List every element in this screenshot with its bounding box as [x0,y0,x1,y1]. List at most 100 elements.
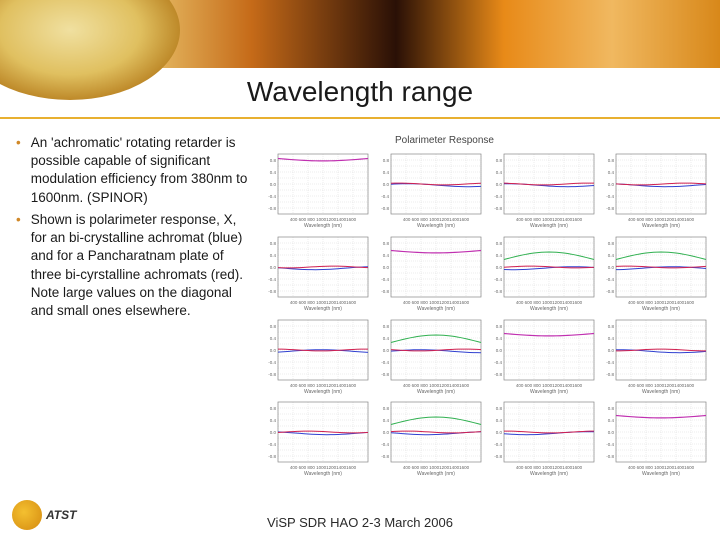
svg-text:-0.8: -0.8 [268,289,276,294]
svg-text:0.8: 0.8 [495,406,502,411]
svg-text:400 600 800 1000120014001600: 400 600 800 1000120014001600 [403,383,470,388]
mini-chart: -0.8-0.40.00.40.8400 600 800 10001200140… [373,398,485,480]
svg-text:0.4: 0.4 [608,253,615,258]
svg-text:0.4: 0.4 [270,170,277,175]
svg-text:0.0: 0.0 [495,182,502,187]
mini-chart: -0.8-0.40.00.40.8400 600 800 10001200140… [260,233,372,315]
svg-text:0.8: 0.8 [495,324,502,329]
mini-chart: -0.8-0.40.00.40.8400 600 800 10001200140… [598,150,710,232]
svg-text:0.8: 0.8 [495,158,502,163]
page-title: Wavelength range [0,76,720,108]
svg-text:400 600 800 1000120014001600: 400 600 800 1000120014001600 [515,383,582,388]
svg-text:-0.4: -0.4 [381,360,389,365]
svg-text:-0.4: -0.4 [494,360,502,365]
svg-text:0.8: 0.8 [270,406,277,411]
svg-text:0.4: 0.4 [608,418,615,423]
mini-chart: -0.8-0.40.00.40.8400 600 800 10001200140… [260,316,372,398]
svg-text:-0.4: -0.4 [494,442,502,447]
svg-text:Wavelength (nm): Wavelength (nm) [530,471,568,477]
svg-text:0.0: 0.0 [382,430,389,435]
svg-text:-0.8: -0.8 [268,372,276,377]
chart-grid: -0.8 -0.4 0.0 0.4 0.8 400 600 800 10001200140… [260,150,710,480]
mini-chart: -0.8-0.40.00.40.8400 600 800 10001200140… [373,150,485,232]
svg-text:0.0: 0.0 [270,348,277,353]
svg-text:Wavelength (nm): Wavelength (nm) [642,471,680,477]
bullet-icon: • [16,211,21,320]
svg-text:400 600 800 1000120014001600: 400 600 800 1000120014001600 [290,465,357,470]
footer-text: ViSP SDR HAO 2-3 March 2006 [0,515,720,530]
svg-text:0.0: 0.0 [382,182,389,187]
bullet-list: • An 'achromatic' rotating retarder is p… [16,134,252,324]
svg-text:400 600 800 1000120014001600: 400 600 800 1000120014001600 [290,300,357,305]
svg-text:-0.4: -0.4 [381,194,389,199]
svg-text:Wavelength (nm): Wavelength (nm) [642,306,680,312]
svg-text:0.4: 0.4 [270,253,277,258]
svg-text:0.8: 0.8 [608,158,615,163]
svg-text:400 600 800 1000120014001600: 400 600 800 1000120014001600 [628,217,695,222]
svg-text:400 600 800 1000120014001600: 400 600 800 1000120014001600 [515,465,582,470]
chart-grid-title: Polarimeter Response [395,135,494,146]
svg-text:0.8: 0.8 [608,406,615,411]
mini-chart: -0.8-0.40.00.40.8400 600 800 10001200140… [598,233,710,315]
svg-text:0.0: 0.0 [495,430,502,435]
svg-text:-0.8: -0.8 [268,206,276,211]
list-item: • An 'achromatic' rotating retarder is p… [16,134,252,207]
mini-chart: -0.8-0.40.00.40.8400 600 800 10001200140… [260,398,372,480]
svg-text:-0.4: -0.4 [606,277,614,282]
svg-text:0.4: 0.4 [495,336,502,341]
svg-text:400 600 800 1000120014001600: 400 600 800 1000120014001600 [290,217,357,222]
mini-chart: -0.8-0.40.00.40.8400 600 800 10001200140… [486,150,598,232]
svg-text:0.0: 0.0 [382,265,389,270]
svg-text:0.8: 0.8 [270,241,277,246]
svg-text:Wavelength (nm): Wavelength (nm) [304,223,342,229]
list-item: • Shown is polarimeter response, X, for … [16,211,252,320]
svg-text:-0.8: -0.8 [494,206,502,211]
svg-text:0.0: 0.0 [382,348,389,353]
svg-text:0.4: 0.4 [495,253,502,258]
svg-text:400 600 800 1000120014001600: 400 600 800 1000120014001600 [403,465,470,470]
svg-text:-0.4: -0.4 [268,194,276,199]
svg-text:0.0: 0.0 [608,430,615,435]
svg-text:-0.4: -0.4 [494,277,502,282]
svg-text:400 600 800 1000120014001600: 400 600 800 1000120014001600 [628,383,695,388]
svg-text:0.4: 0.4 [495,170,502,175]
svg-text:-0.8: -0.8 [268,454,276,459]
svg-text:Wavelength (nm): Wavelength (nm) [417,306,455,312]
svg-text:0.4: 0.4 [382,418,389,423]
svg-text:-0.8: -0.8 [494,454,502,459]
svg-text:400 600 800 1000120014001600: 400 600 800 1000120014001600 [628,300,695,305]
svg-text:0.8: 0.8 [382,158,389,163]
svg-text:0.0: 0.0 [270,182,277,187]
svg-text:Wavelength (nm): Wavelength (nm) [530,306,568,312]
svg-text:-0.4: -0.4 [494,194,502,199]
svg-text:0.8: 0.8 [270,158,277,163]
svg-text:Wavelength (nm): Wavelength (nm) [417,471,455,477]
svg-text:0.4: 0.4 [382,336,389,341]
svg-text:0.4: 0.4 [495,418,502,423]
svg-text:0.0: 0.0 [608,182,615,187]
svg-text:0.8: 0.8 [495,241,502,246]
svg-text:-0.8: -0.8 [381,372,389,377]
mini-chart: -0.8-0.40.00.40.8400 600 800 10001200140… [373,233,485,315]
svg-text:0.4: 0.4 [608,336,615,341]
bullet-text: Shown is polarimeter response, X, for an… [31,211,252,320]
svg-text:-0.8: -0.8 [606,454,614,459]
svg-text:0.0: 0.0 [608,348,615,353]
svg-text:0.8: 0.8 [608,324,615,329]
svg-text:0.0: 0.0 [495,348,502,353]
svg-text:400 600 800 1000120014001600: 400 600 800 1000120014001600 [290,383,357,388]
svg-text:-0.8: -0.8 [381,206,389,211]
svg-text:0.4: 0.4 [270,336,277,341]
mini-chart: -0.8 -0.4 0.0 0.4 0.8 400 600 800 10001200140… [260,150,372,232]
svg-text:0.4: 0.4 [270,418,277,423]
svg-text:400 600 800 1000120014001600: 400 600 800 1000120014001600 [403,217,470,222]
svg-text:0.8: 0.8 [608,241,615,246]
mini-chart: -0.8 -0.4 0.0 0.4 0.8 400 600 800 10001200140… [486,398,598,480]
svg-text:Wavelength (nm): Wavelength (nm) [304,389,342,395]
svg-text:-0.4: -0.4 [606,360,614,365]
svg-text:-0.8: -0.8 [494,372,502,377]
svg-text:-0.8: -0.8 [606,372,614,377]
svg-text:0.0: 0.0 [495,265,502,270]
svg-text:-0.8: -0.8 [494,289,502,294]
svg-text:-0.4: -0.4 [606,442,614,447]
